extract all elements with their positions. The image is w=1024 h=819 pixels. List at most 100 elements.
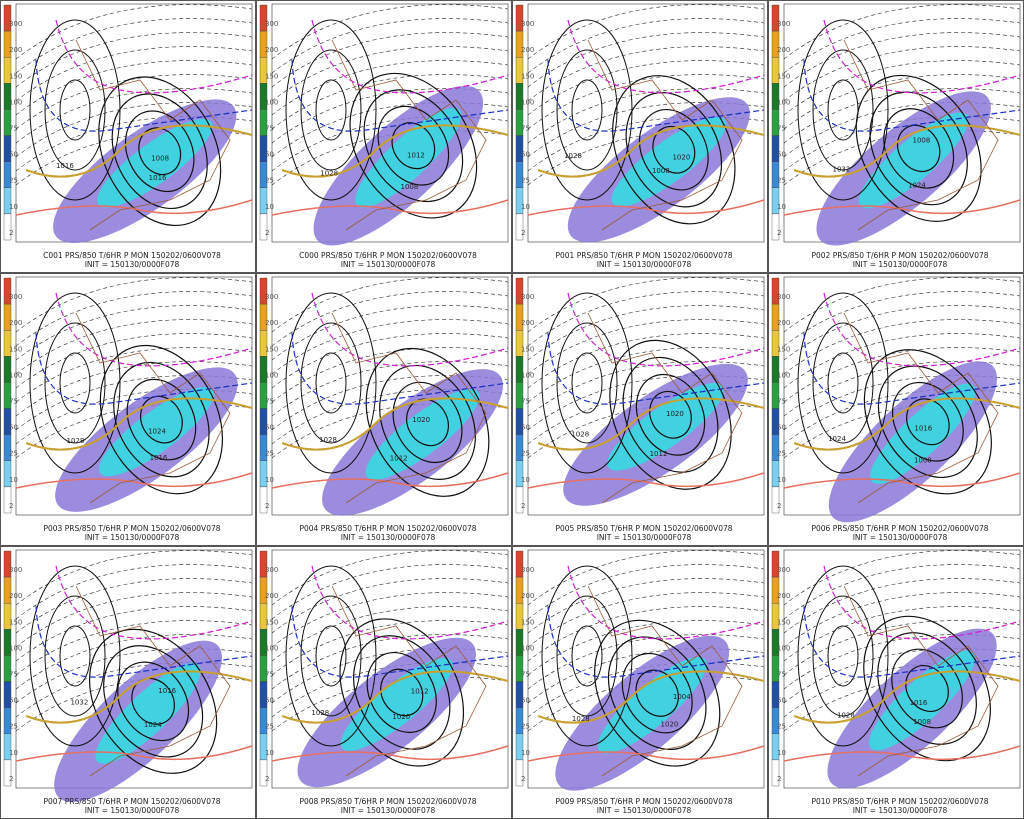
colorbar-label: 300 — [265, 20, 278, 28]
isotherm — [527, 32, 765, 88]
temp-line — [783, 199, 1021, 216]
thickness-line — [55, 565, 253, 640]
contour-label: 1024 — [828, 435, 846, 443]
colorbar-label: 10 — [777, 203, 786, 211]
contour-label: 1016 — [914, 424, 932, 432]
colorbar-label: 100 — [777, 371, 790, 379]
panel-caption: P006 PRS/850 T/6HR P MON 150202/0600V078 — [811, 524, 988, 533]
isobar-high — [59, 625, 91, 687]
isobar-high — [797, 292, 889, 474]
precip-heavy — [607, 383, 724, 471]
isotherm — [783, 74, 1021, 130]
isobar-high — [556, 49, 618, 171]
isotherm — [783, 277, 1021, 333]
colorbar-label: 300 — [521, 566, 534, 574]
borders — [75, 312, 231, 504]
colorbar-label: 75 — [521, 671, 530, 679]
contour-label: 1028 — [564, 152, 582, 160]
isobar — [635, 373, 706, 456]
isobar-high — [541, 292, 633, 474]
colorbar-label: 25 — [521, 723, 530, 731]
isobar — [612, 75, 736, 225]
thickness-line — [567, 565, 765, 640]
colorbar-label: 2 — [777, 775, 781, 783]
contour-label: 1008 — [913, 718, 931, 726]
isobar-high — [29, 565, 121, 747]
contour-label: 1028 — [67, 437, 85, 445]
borders — [587, 312, 743, 504]
colorbar-label: 50 — [521, 697, 530, 705]
contour-label: 1008 — [914, 456, 932, 464]
isobar-high — [827, 352, 859, 414]
isotherm — [271, 18, 509, 74]
isobar — [652, 125, 696, 174]
isobar-high — [315, 352, 347, 414]
isobar — [905, 398, 950, 446]
contour-label: 1016 — [158, 687, 176, 695]
isobar — [635, 669, 679, 717]
isobar — [621, 652, 693, 734]
thickness-line-blue — [35, 605, 253, 678]
freezing-line — [281, 397, 509, 451]
isobar — [363, 89, 464, 203]
colorbar-label: 2 — [777, 502, 781, 510]
map-panel: 1028 1012 1008 300 200 150 100 75 50 25 10 2 C000 PR… — [256, 0, 512, 273]
colorbar-label: 25 — [521, 450, 530, 458]
colorbar-label: 150 — [777, 345, 790, 353]
isotherm — [271, 74, 509, 130]
freezing-line — [793, 670, 1021, 724]
colorbar-label: 2 — [9, 229, 13, 237]
panel-caption: P004 PRS/850 T/6HR P MON 150202/0600V078 — [299, 524, 476, 533]
thickness-line — [823, 19, 1021, 94]
colorbar-label: 10 — [265, 476, 274, 484]
borders — [587, 39, 743, 231]
isotherm — [783, 564, 1021, 620]
colorbar-label: 10 — [9, 476, 18, 484]
contour-label: 1008 — [912, 136, 930, 144]
colorbar-label: 10 — [521, 476, 530, 484]
isotherm — [783, 46, 1021, 102]
colorbar-label: 200 — [521, 46, 534, 54]
isobar — [138, 127, 182, 176]
isotherm — [527, 347, 765, 403]
isobar-high — [300, 322, 362, 444]
contour-label: 1032 — [70, 698, 88, 706]
colorbar-segment — [515, 759, 524, 787]
colorbar-label: 10 — [521, 749, 530, 757]
temp-line — [783, 472, 1021, 489]
freezing-line — [25, 124, 253, 178]
colorbar-label: 200 — [9, 319, 22, 327]
isobar-high — [59, 352, 91, 414]
isotherm — [271, 347, 509, 403]
thickness-line — [823, 292, 1021, 367]
contour-label: 1016 — [910, 699, 928, 707]
isotherm — [527, 277, 765, 333]
thickness-line-blue — [291, 605, 509, 678]
colorbar-segment — [515, 213, 524, 241]
isotherm — [15, 4, 253, 60]
colorbar-label: 25 — [9, 723, 18, 731]
isobar-high — [812, 595, 874, 717]
isobar — [111, 93, 208, 210]
thickness-line — [567, 292, 765, 367]
isotherm — [527, 361, 765, 417]
precip-heavy — [611, 116, 727, 207]
colorbar-label: 300 — [265, 566, 278, 574]
contour-label: 1024 — [908, 181, 926, 189]
colorbar-label: 100 — [265, 98, 278, 106]
precip-heavy — [869, 650, 976, 751]
isobar — [877, 632, 977, 745]
isotherm — [15, 578, 253, 634]
contour-label: 1012 — [407, 151, 425, 159]
isotherm — [271, 305, 509, 361]
isobar-high — [812, 49, 874, 171]
contour-label: 1004 — [673, 693, 691, 701]
colorbar-label: 200 — [265, 319, 278, 327]
isotherm — [15, 46, 253, 102]
isotherm — [15, 291, 253, 347]
isobar-high — [44, 595, 106, 717]
contour-label: 1024 — [144, 721, 162, 729]
freezing-line — [537, 670, 765, 724]
colorbar-label: 2 — [9, 775, 13, 783]
